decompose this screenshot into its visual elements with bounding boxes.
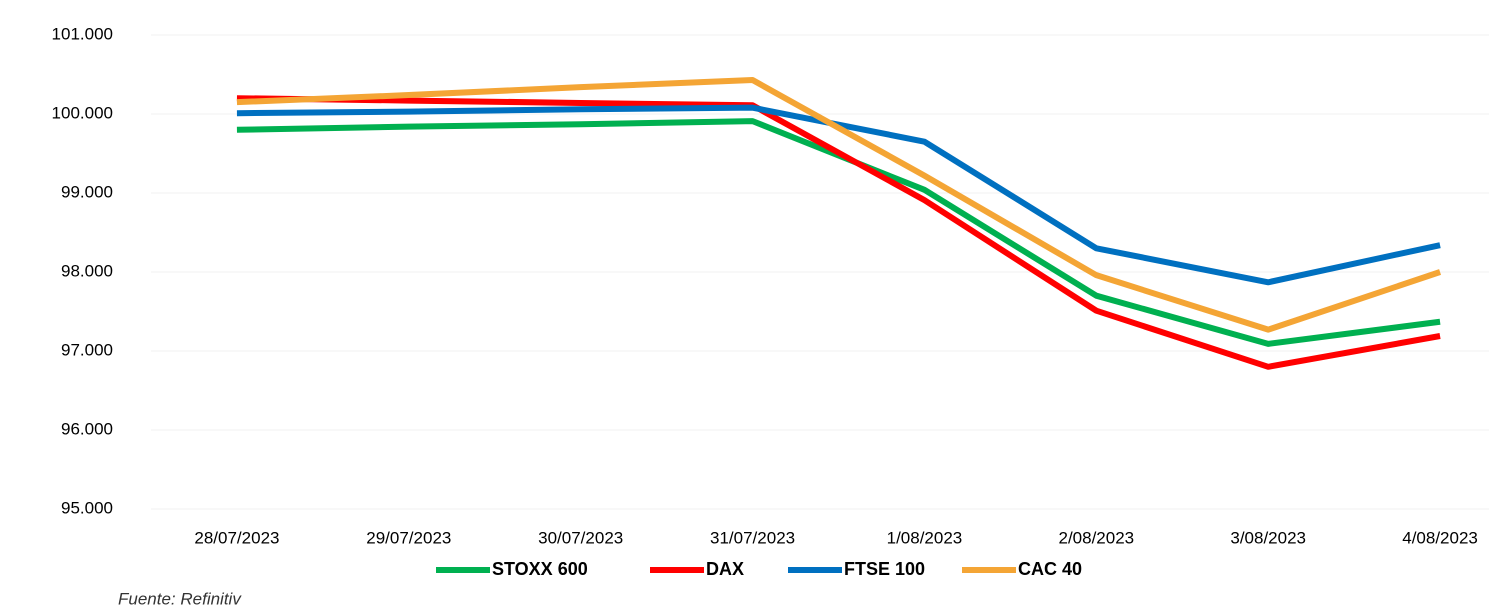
line-series — [236, 95, 1441, 370]
y-tick-label: 96.000 — [61, 419, 113, 438]
legend-label: DAX — [706, 559, 744, 579]
source-note: Fuente: Refinitiv — [118, 589, 242, 608]
x-tick-label: 2/08/2023 — [1058, 528, 1134, 547]
x-tick-label: 4/08/2023 — [1402, 528, 1478, 547]
line-series — [236, 104, 1441, 286]
x-tick-label: 3/08/2023 — [1230, 528, 1306, 547]
y-tick-label: 97.000 — [61, 340, 113, 359]
x-tick-label: 1/08/2023 — [887, 528, 963, 547]
y-tick-label: 99.000 — [61, 182, 113, 201]
x-tick-label: 30/07/2023 — [538, 528, 623, 547]
y-tick-label: 101.000 — [52, 24, 113, 43]
x-tick-label: 31/07/2023 — [710, 528, 795, 547]
line-series — [236, 77, 1442, 333]
x-tick-label: 28/07/2023 — [194, 528, 279, 547]
legend-label: FTSE 100 — [844, 559, 925, 579]
legend-label: CAC 40 — [1018, 559, 1082, 579]
y-tick-label: 95.000 — [61, 498, 113, 517]
x-tick-label: 29/07/2023 — [366, 528, 451, 547]
y-tick-label: 98.000 — [61, 261, 113, 280]
y-tick-label: 100.000 — [52, 103, 113, 122]
legend-label: STOXX 600 — [492, 559, 588, 579]
